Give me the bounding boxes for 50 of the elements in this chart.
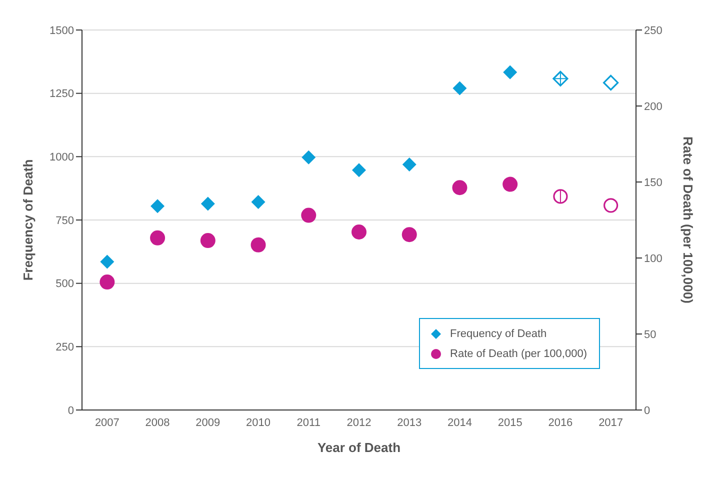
y2-tick-label: 250 (644, 24, 662, 37)
y-tick-label: 750 (56, 214, 74, 227)
point (150, 199, 165, 214)
point (200, 196, 215, 211)
y-tick-label: 1000 (50, 152, 74, 164)
y-tick-label: 0 (68, 404, 74, 417)
point (402, 158, 416, 172)
y-tick-label: 1500 (50, 24, 74, 37)
point (553, 189, 568, 204)
x-axis-title: Year of Death (317, 440, 401, 455)
y2-tick-label: 150 (644, 176, 662, 189)
y2-tick-label: 0 (644, 404, 650, 417)
x-tick-label: 2016 (548, 416, 573, 429)
point (352, 224, 366, 240)
point (503, 65, 518, 80)
y2-tick-label: 200 (644, 100, 662, 113)
point (603, 74, 619, 90)
point (100, 274, 115, 290)
y-tick-label: 1250 (50, 88, 74, 100)
x-tick-label: 2012 (346, 416, 372, 429)
point (250, 237, 266, 252)
point (604, 198, 618, 213)
point (301, 208, 316, 223)
y2-tick-label: 100 (644, 252, 662, 265)
y-axis-title: Frequency of Death (20, 159, 36, 281)
x-tick-label: 2010 (246, 416, 271, 429)
point (352, 163, 366, 178)
point (150, 230, 166, 246)
x-tick-label: 2011 (296, 416, 320, 429)
x-tick-label: 2013 (397, 416, 422, 429)
legend-label: Frequency of Death (450, 328, 547, 340)
x-tick-label: 2017 (598, 416, 624, 429)
point (251, 195, 266, 210)
point (452, 81, 467, 96)
point (502, 176, 518, 192)
x-tick-label: 2014 (447, 416, 472, 429)
x-tick-label: 2007 (94, 416, 120, 429)
y2-tick-label: 50 (644, 328, 656, 341)
point (200, 233, 216, 248)
y-tick-label: 250 (56, 342, 74, 354)
y-tick-label: 500 (56, 278, 74, 290)
point (302, 150, 316, 164)
x-tick-label: 2015 (498, 416, 522, 429)
y2-axis-title: Rate of Death (per 100,000) (680, 136, 696, 304)
point (100, 254, 114, 269)
x-tick-label: 2009 (196, 416, 220, 429)
point (452, 180, 468, 196)
legend-label: Rate of Death (per 100,000) (450, 348, 587, 360)
x-tick-label: 2008 (145, 416, 170, 429)
point (402, 227, 417, 242)
